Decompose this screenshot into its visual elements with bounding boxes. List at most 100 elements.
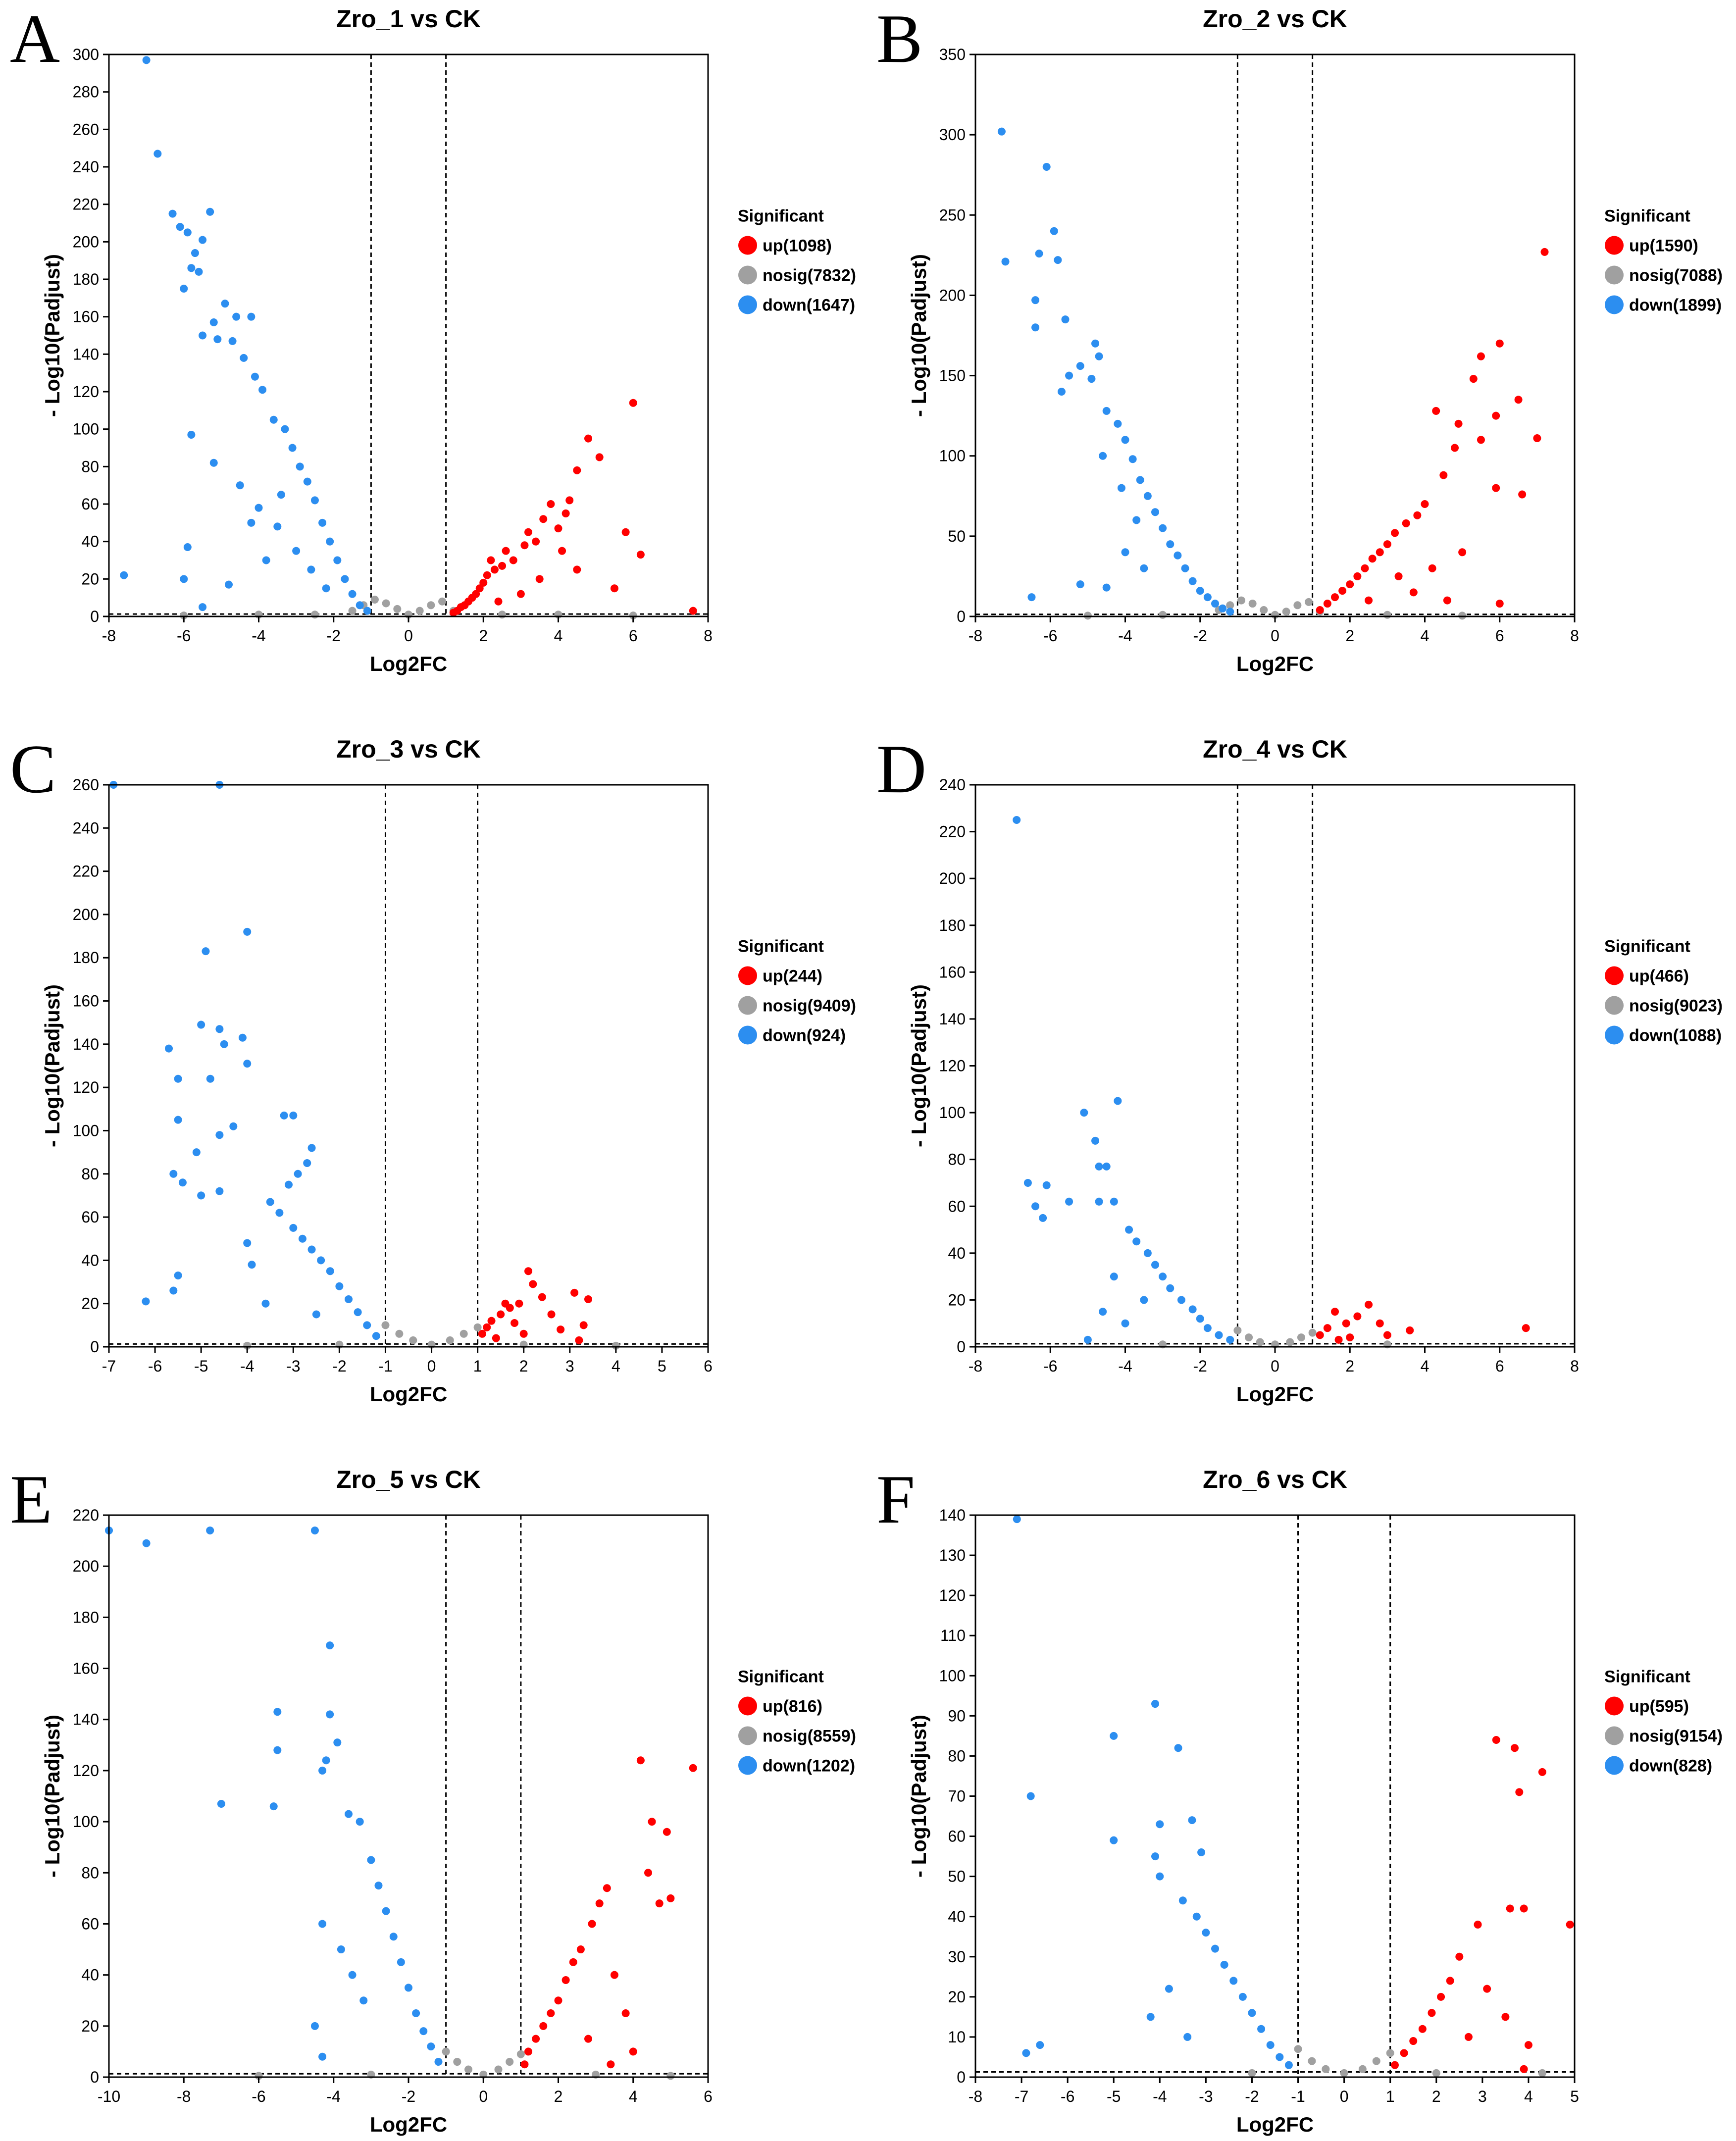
y-axis-label: - Log10(Padjust)	[907, 254, 930, 417]
point-up	[524, 1267, 532, 1275]
panel-letter: E	[10, 1461, 52, 1538]
y-tick-label: 0	[957, 2068, 966, 2086]
legend-marker-down	[1605, 1756, 1624, 1775]
point-down	[281, 425, 289, 433]
y-tick-label: 60	[948, 1197, 966, 1215]
y-tick-label: 50	[948, 527, 966, 545]
x-tick-label: 0	[427, 1357, 436, 1375]
point-up	[1365, 1300, 1373, 1309]
point-down	[1188, 577, 1197, 585]
y-tick-label: 60	[948, 1828, 966, 1845]
point-down	[229, 1122, 238, 1130]
point-nosig	[1248, 2069, 1256, 2077]
y-tick-label: 220	[73, 1506, 99, 1524]
point-down	[266, 1198, 274, 1206]
point-down	[142, 1297, 150, 1306]
x-tick-label: -2	[332, 1357, 346, 1375]
point-up	[1323, 600, 1331, 608]
point-down	[310, 496, 319, 505]
x-axis-label: Log2FC	[370, 2113, 447, 2136]
x-tick-label: 6	[704, 1357, 713, 1375]
point-up	[1365, 596, 1373, 605]
point-up	[570, 1288, 579, 1297]
point-up	[538, 1293, 546, 1301]
x-tick-label: 4	[554, 627, 563, 645]
y-tick-label: 10	[948, 2028, 966, 2046]
point-down	[1276, 2053, 1284, 2061]
point-up	[1501, 2013, 1510, 2021]
point-up	[569, 1958, 577, 1966]
point-down	[1102, 1162, 1111, 1171]
legend-label-nosig: nosig(9023)	[1629, 997, 1723, 1016]
point-up	[520, 541, 529, 550]
point-down	[1001, 257, 1010, 266]
point-down	[307, 565, 315, 574]
point-down	[180, 575, 188, 583]
point-nosig	[506, 2058, 514, 2066]
point-down	[312, 1310, 320, 1319]
point-down	[243, 1060, 252, 1068]
point-down	[248, 1261, 256, 1269]
point-up	[547, 1310, 556, 1319]
point-down	[427, 2042, 435, 2051]
legend-marker-nosig	[1605, 265, 1624, 285]
point-up	[1316, 606, 1324, 614]
point-down	[197, 1020, 205, 1029]
y-tick-label: 350	[939, 46, 966, 63]
point-down	[1178, 1896, 1187, 1905]
legend-label-up: up(466)	[1629, 967, 1689, 986]
x-tick-label: 4	[1421, 627, 1430, 645]
y-tick-label: 0	[957, 1338, 966, 1356]
point-up	[519, 1329, 528, 1338]
point-down	[1211, 1944, 1219, 1953]
point-down	[285, 1180, 293, 1189]
point-up	[573, 565, 581, 574]
point-up	[558, 547, 566, 555]
point-down	[367, 1856, 375, 1864]
point-down	[1026, 1792, 1035, 1800]
legend-marker-nosig	[1605, 1726, 1624, 1745]
point-down	[298, 1234, 306, 1243]
y-tick-label: 160	[73, 1660, 99, 1678]
point-down	[1219, 604, 1227, 612]
point-up	[579, 1321, 588, 1329]
y-tick-label: 220	[939, 823, 966, 841]
point-down	[247, 518, 255, 527]
y-tick-label: 200	[939, 869, 966, 887]
point-down	[310, 2022, 319, 2030]
y-tick-label: 130	[939, 1546, 966, 1564]
point-down	[232, 312, 241, 321]
legend-title: Significant	[738, 207, 824, 226]
point-up	[478, 1329, 486, 1338]
point-down	[1192, 1912, 1201, 1921]
legend-label-nosig: nosig(9409)	[763, 997, 856, 1016]
point-up	[1428, 564, 1436, 572]
point-up	[1492, 1736, 1500, 1744]
point-up	[1520, 1904, 1528, 1913]
point-up	[520, 2060, 529, 2069]
point-up	[1464, 2033, 1473, 2041]
point-down	[382, 1907, 390, 1915]
x-tick-label: -6	[177, 627, 191, 645]
legend-marker-up	[1605, 1696, 1624, 1716]
point-down	[1203, 1324, 1212, 1332]
point-down	[1121, 1319, 1129, 1327]
point-up	[1446, 1977, 1454, 1985]
chart-title: Zro_6 vs CK	[1203, 1466, 1347, 1493]
x-tick-label: 6	[1495, 627, 1504, 645]
point-up	[1520, 2065, 1528, 2073]
point-up	[532, 2035, 540, 2043]
point-down	[199, 331, 207, 340]
point-down	[183, 228, 192, 237]
point-down	[1196, 1315, 1204, 1323]
point-up	[1402, 519, 1410, 527]
chart-title: Zro_3 vs CK	[336, 735, 481, 763]
point-down	[322, 1756, 330, 1765]
y-tick-label: 200	[73, 1557, 99, 1575]
panel-letter: A	[10, 0, 60, 77]
legend-label-up: up(595)	[1629, 1697, 1689, 1716]
point-nosig	[1083, 612, 1092, 620]
point-down	[197, 1191, 205, 1200]
point-up	[1492, 411, 1500, 420]
point-down	[1166, 1284, 1174, 1292]
